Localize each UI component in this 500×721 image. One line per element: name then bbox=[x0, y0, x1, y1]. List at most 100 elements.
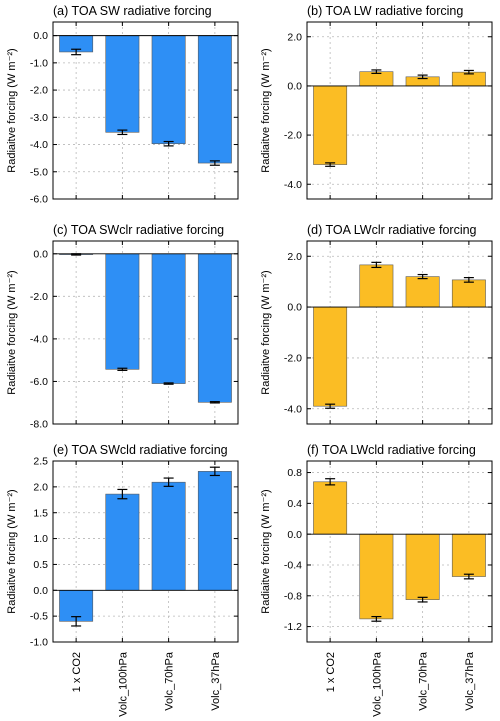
panel-b: (b) TOA LW radiative forcing 2.0 0.0 -2.0 -4… bbox=[260, 4, 493, 200]
bar-volc-70hpa bbox=[151, 481, 186, 591]
error-bar-1-x-co2 bbox=[71, 616, 82, 627]
bar-1-x-co2 bbox=[313, 481, 348, 535]
plot-frame bbox=[52, 21, 239, 200]
error-bar-1-x-co2 bbox=[325, 403, 336, 409]
y-axis-label: Radiaitve forcing (W m⁻²) bbox=[6, 270, 18, 394]
y-tick-label: -4.0 bbox=[30, 333, 48, 345]
bar-volc-70hpa bbox=[405, 276, 440, 308]
y-tick-label: 0.0 bbox=[287, 302, 302, 314]
bar-volc-100hpa bbox=[105, 35, 140, 133]
error-bar-1-x-co2 bbox=[71, 48, 82, 56]
error-bar-volc-70hpa bbox=[417, 273, 428, 280]
error-bar-volc-70hpa bbox=[163, 477, 174, 487]
bar-volc-100hpa bbox=[105, 253, 140, 370]
error-bar-volc-100hpa bbox=[371, 615, 382, 622]
panel-f: (f) TOA LWcld radiative forcing 0.8 0.4 0.0… bbox=[260, 443, 493, 717]
panel-title: (a) TOA SW radiative forcing bbox=[53, 4, 212, 18]
x-tick-label: Volc_100hPa bbox=[117, 651, 129, 717]
y-tick-label: -0.4 bbox=[284, 560, 302, 572]
bar-volc-70hpa bbox=[151, 253, 186, 384]
y-tick-label: 0.0 bbox=[33, 248, 48, 260]
bar-1-x-co2 bbox=[313, 85, 348, 165]
y-tick-label: 0.0 bbox=[33, 585, 48, 597]
y-tick-label: -6.0 bbox=[30, 194, 48, 206]
y-axis-label: Radiaitve forcing (W m⁻²) bbox=[6, 48, 18, 172]
error-bar-volc-100hpa bbox=[117, 488, 128, 500]
panel-title: (f) TOA LWcld radiative forcing bbox=[307, 443, 476, 457]
panel-e: (e) TOA SWcld radiative forcing 2.5 2.0 1.5… bbox=[6, 443, 239, 717]
y-tick-label: -1.0 bbox=[30, 57, 48, 69]
plot-frame bbox=[306, 21, 493, 200]
bar-volc-37hpa bbox=[197, 35, 232, 164]
x-tick-label: Volc_37hPa bbox=[210, 651, 222, 711]
y-tick-label: 2.0 bbox=[287, 31, 302, 43]
y-tick-label: 0.0 bbox=[287, 529, 302, 541]
bar-volc-37hpa bbox=[451, 533, 486, 577]
error-bar-1-x-co2 bbox=[71, 253, 82, 256]
plot-frame bbox=[52, 240, 239, 425]
y-tick-label: 0.5 bbox=[33, 559, 48, 571]
error-bar-volc-37hpa bbox=[463, 573, 474, 580]
bar-volc-100hpa bbox=[105, 493, 140, 591]
y-axis-label: Radiaitve forcing (W m⁻²) bbox=[6, 489, 18, 613]
y-tick-label: 2.0 bbox=[33, 481, 48, 493]
y-tick-label: 0.0 bbox=[33, 30, 48, 42]
x-tick-label: 1 x CO2 bbox=[71, 652, 83, 692]
y-tick-label: -4.0 bbox=[30, 139, 48, 151]
error-bar-volc-70hpa bbox=[163, 140, 174, 147]
y-tick-label: 1.0 bbox=[33, 533, 48, 545]
y-tick-label: -2.0 bbox=[284, 130, 302, 142]
error-bar-volc-100hpa bbox=[371, 69, 382, 74]
error-bar-volc-70hpa bbox=[163, 382, 174, 385]
y-tick-label: -3.0 bbox=[30, 112, 48, 124]
y-tick-label: -2.0 bbox=[30, 85, 48, 97]
error-bar-volc-70hpa bbox=[417, 596, 428, 603]
bar-volc-70hpa bbox=[405, 533, 440, 600]
panel-title: (e) TOA SWcld radiative forcing bbox=[53, 443, 228, 457]
x-tick-label: Volc_70hPa bbox=[164, 651, 176, 711]
bar-volc-37hpa bbox=[451, 279, 486, 308]
y-tick-label: 0.4 bbox=[287, 498, 302, 510]
y-tick-label: -5.0 bbox=[30, 166, 48, 178]
y-tick-label: -8.0 bbox=[30, 419, 48, 431]
error-bar-volc-100hpa bbox=[117, 129, 128, 136]
error-bar-volc-70hpa bbox=[417, 74, 428, 80]
y-tick-label: -4.0 bbox=[284, 403, 302, 415]
error-bar-volc-37hpa bbox=[463, 69, 474, 75]
y-axis-label: Radiaitve forcing (W m⁻²) bbox=[260, 489, 272, 613]
error-bar-1-x-co2 bbox=[325, 478, 336, 486]
bar-volc-37hpa bbox=[197, 471, 232, 591]
y-tick-label: -2.0 bbox=[30, 291, 48, 303]
y-tick-label: -1.0 bbox=[30, 637, 48, 649]
y-tick-label: 1.5 bbox=[33, 507, 48, 519]
y-tick-label: 2.5 bbox=[33, 456, 48, 468]
y-axis-label: Radiaitve forcing (W m⁻²) bbox=[260, 48, 272, 172]
plot-frame bbox=[52, 460, 239, 643]
x-tick-label: Volc_70hPa bbox=[418, 651, 430, 711]
error-bar-volc-37hpa bbox=[209, 401, 220, 404]
x-tick-label: Volc_37hPa bbox=[464, 651, 476, 711]
bar-volc-100hpa bbox=[359, 264, 394, 308]
panel-d: (d) TOA LWclr radiative forcing 2.0 0.0 -2.… bbox=[260, 223, 493, 425]
panel-a: (a) TOA SW radiative forcing 0.0 -1.0 -2.0 -… bbox=[6, 4, 239, 206]
panel-c: (c) TOA SWclr radiative forcing 0.0 -2.0 -4… bbox=[6, 223, 239, 431]
x-tick-label: 1 x CO2 bbox=[325, 652, 337, 692]
y-tick-label: 0.8 bbox=[287, 467, 302, 479]
y-tick-label: -4.0 bbox=[284, 179, 302, 191]
error-bar-volc-100hpa bbox=[371, 261, 382, 269]
y-tick-label: 0.0 bbox=[287, 81, 302, 93]
y-tick-label: 2.0 bbox=[287, 251, 302, 263]
y-tick-label: -0.5 bbox=[30, 611, 48, 623]
bar-volc-37hpa bbox=[197, 253, 232, 403]
bar-1-x-co2 bbox=[313, 306, 348, 407]
panel-title: (b) TOA LW radiative forcing bbox=[307, 4, 463, 18]
error-bar-volc-37hpa bbox=[209, 466, 220, 477]
error-bar-volc-37hpa bbox=[463, 277, 474, 283]
y-tick-label: -2.0 bbox=[284, 353, 302, 365]
plot-frame bbox=[306, 240, 493, 425]
y-tick-label: -1.2 bbox=[284, 621, 302, 633]
error-bar-1-x-co2 bbox=[325, 162, 336, 167]
panel-title: (c) TOA SWclr radiative forcing bbox=[53, 223, 224, 237]
x-tick-label: Volc_100hPa bbox=[371, 651, 383, 717]
